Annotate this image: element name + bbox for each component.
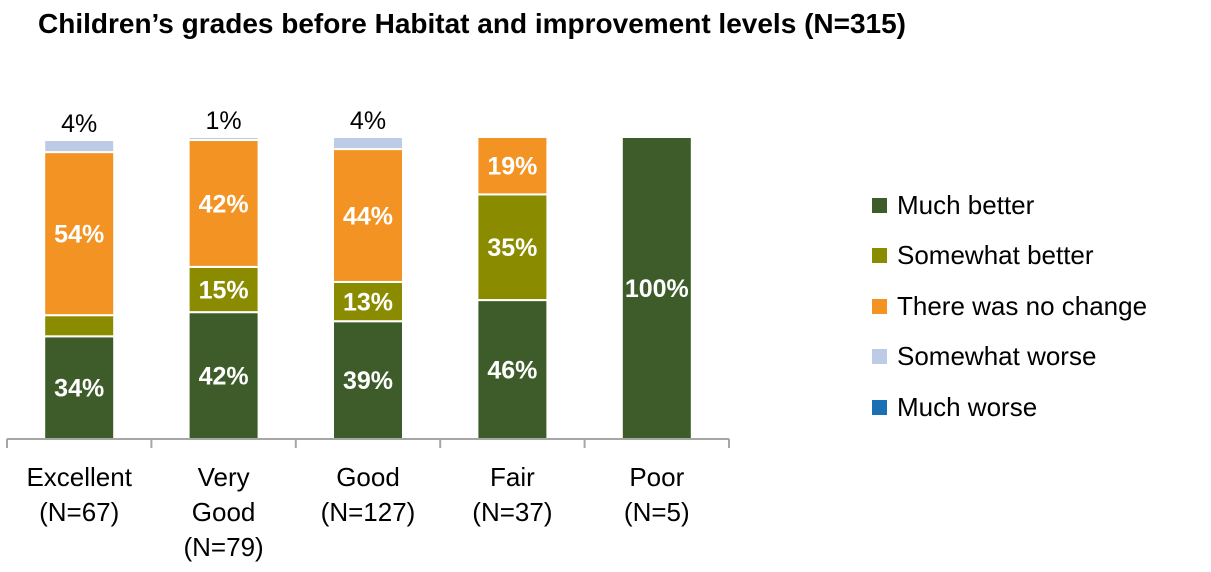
data-label: 1%: [206, 107, 242, 135]
data-label: 35%: [487, 234, 537, 262]
data-label: 34%: [54, 375, 104, 403]
legend-item: There was no change: [872, 281, 1147, 332]
data-label: 13%: [343, 289, 393, 317]
legend-label: Somewhat worse: [897, 341, 1097, 372]
bar-segment: [332, 280, 404, 323]
category-label: Excellent: [26, 462, 132, 492]
legend-swatch: [872, 399, 887, 415]
bar-segment: [43, 151, 116, 317]
bar-segment: [620, 136, 693, 440]
bar-segment: [332, 136, 404, 151]
category-label: (N=5): [624, 497, 690, 527]
bar-segment: [332, 148, 404, 283]
legend-label: Much better: [897, 189, 1035, 220]
data-label: 4%: [61, 110, 97, 138]
legend-label: There was no change: [897, 290, 1148, 321]
stacked-bar-chart: 34%7%54%4%Excellent(N=67)42%15%42%1%Very…: [6, 107, 730, 562]
category-label: Poor: [629, 462, 684, 492]
legend-item: Somewhat better: [872, 231, 1147, 282]
bar-segment: [43, 139, 116, 154]
data-label: 15%: [199, 277, 249, 305]
bar-segment: [476, 193, 549, 302]
data-label: 4%: [350, 107, 386, 135]
data-label: 100%: [625, 275, 689, 303]
category-label: (N=127): [321, 497, 416, 527]
category-label: Good: [192, 497, 256, 527]
category-label: Fair: [490, 462, 535, 492]
legend-swatch: [872, 349, 887, 365]
legend-label: Somewhat better: [897, 240, 1094, 271]
data-label: 42%: [199, 190, 249, 218]
legend-swatch: [872, 197, 887, 213]
legend-swatch: [872, 248, 887, 264]
bar-segment: [187, 311, 260, 440]
data-label: 42%: [199, 363, 249, 391]
legend-swatch: [872, 298, 887, 314]
category-label: (N=37): [472, 497, 552, 527]
bar-segment: [476, 136, 549, 196]
bar-segment: [187, 139, 260, 268]
category-label: Good: [336, 462, 400, 492]
data-label: 39%: [343, 367, 393, 395]
bar-segment: [43, 335, 116, 441]
bar-segment: [43, 314, 116, 338]
data-label: 19%: [487, 153, 537, 181]
category-label: Very: [198, 462, 250, 492]
data-label: 54%: [54, 221, 104, 249]
data-label: 44%: [343, 203, 393, 231]
bar-segment: [332, 320, 404, 440]
legend-item: Somewhat worse: [872, 332, 1147, 383]
chart-legend: Much better Somewhat better There was no c…: [872, 180, 1147, 433]
legend-item: Much better: [872, 180, 1147, 231]
category-label: (N=79): [183, 532, 263, 562]
data-label: 46%: [487, 357, 537, 385]
legend-item: Much worse: [872, 382, 1147, 433]
chart-title: Children’s grades before Habitat and imp…: [38, 8, 906, 39]
legend-label: Much worse: [897, 391, 1038, 422]
bar-segment: [187, 136, 260, 142]
category-label: (N=67): [39, 497, 119, 527]
